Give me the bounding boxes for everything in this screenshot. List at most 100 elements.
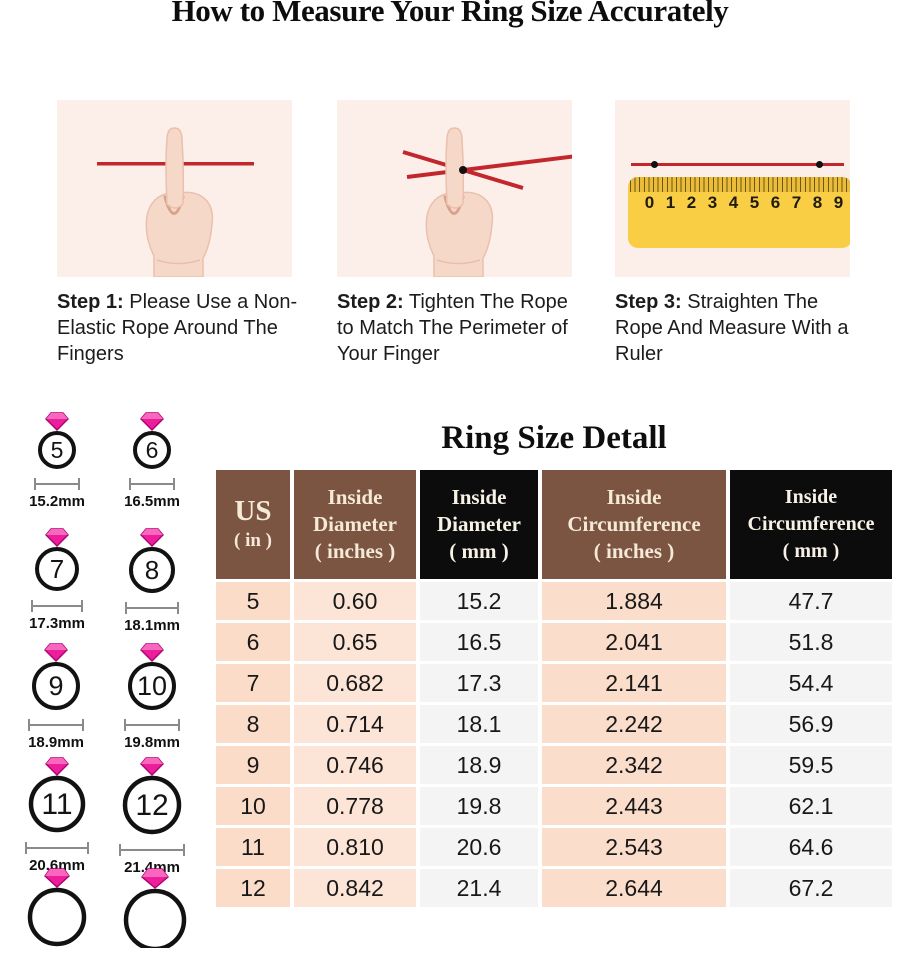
ring-size-table: US ( in ) Inside Diameter ( inches ) Ins…	[216, 470, 892, 910]
ruler-ticks	[630, 177, 850, 192]
table-cell: 0.60	[294, 582, 416, 620]
table-title: Ring Size Detall	[441, 420, 667, 456]
ruler-numbers: 0 1 2 3 4 5 6 7 8 9	[628, 192, 850, 213]
step-1-caption: Step 1: Please Use a Non-Elastic Rope Ar…	[57, 289, 307, 367]
ring-diameter-line	[28, 719, 84, 731]
ring-size-number: 8	[145, 555, 159, 585]
table-cell: 18.1	[420, 705, 538, 743]
table-cell: 64.6	[730, 828, 892, 866]
table-cell: 0.810	[294, 828, 416, 866]
ring-item-partial	[17, 868, 97, 953]
table-cell: 16.5	[420, 623, 538, 661]
step-1-label: Step 1:	[57, 291, 124, 313]
table-cell: 21.4	[420, 869, 538, 907]
ring-size-number: 6	[146, 437, 159, 463]
header-cell-circumference-inches: Inside Circumference ( inches )	[542, 470, 726, 579]
table-row: 10 0.778 19.8 2.443 62.1	[216, 787, 892, 825]
ring-item-5: 5 15.2mm	[17, 412, 97, 510]
table-cell: 56.9	[730, 705, 892, 743]
table-cell: 2.342	[542, 746, 726, 784]
ring-diameter-line	[119, 844, 185, 856]
header-cell-diameter-mm: Inside Diameter ( mm )	[420, 470, 538, 579]
ring-diameter-line	[31, 600, 83, 612]
step-card-1: Step 1: Please Use a Non-Elastic Rope Ar…	[57, 100, 297, 367]
table-cell: 2.644	[542, 869, 726, 907]
table-cell: 8	[216, 705, 290, 743]
table-cell: 0.714	[294, 705, 416, 743]
table-cell: 2.041	[542, 623, 726, 661]
rope-knot-dot	[459, 166, 467, 174]
ruler-number: 6	[770, 193, 781, 212]
rope-cross-line-icon	[406, 154, 572, 179]
ring-diamond-facet	[46, 413, 68, 419]
header-cell-circumference-mm: Inside Circumference ( mm )	[730, 470, 892, 579]
page-title: How to Measure Your Ring Size Accurately	[171, 0, 729, 28]
table-cell: 12	[216, 869, 290, 907]
ring-circle	[35, 547, 79, 591]
ring-item-6: 6 16.5mm	[112, 412, 192, 510]
table-cell: 11	[216, 828, 290, 866]
ruler-number: 5	[749, 193, 760, 212]
ring-size-number: 7	[50, 554, 64, 584]
ring-circle	[129, 547, 175, 593]
ring-icon: 11	[28, 757, 86, 833]
ring-diamond-facet	[45, 644, 67, 650]
ring-item-10: 10 19.8mm	[112, 643, 192, 751]
table-cell: 15.2	[420, 582, 538, 620]
ring-diamond-facet	[141, 529, 163, 535]
ring-icon: 7	[35, 528, 79, 591]
rope-straight-line-icon	[631, 163, 844, 166]
table-cell: 2.242	[542, 705, 726, 743]
step-3-caption: Step 3: Straighten The Rope And Measure …	[615, 289, 865, 367]
table-row: 5 0.60 15.2 1.884 47.7	[216, 582, 892, 620]
ring-diamond-facet	[46, 529, 68, 535]
table-cell: 0.746	[294, 746, 416, 784]
ring-diameter-label: 20.6mm	[29, 857, 85, 874]
ring-circle	[122, 775, 182, 835]
table-cell: 59.5	[730, 746, 892, 784]
step-2-image	[337, 100, 572, 277]
table-row: 6 0.65 16.5 2.041 51.8	[216, 623, 892, 661]
ring-icon	[27, 868, 87, 947]
table-header-row: US ( in ) Inside Diameter ( inches ) Ins…	[216, 470, 892, 579]
table-cell: 18.9	[420, 746, 538, 784]
ruler-number: 0	[644, 193, 655, 212]
ring-size-number: 11	[41, 788, 72, 821]
ring-circle	[28, 775, 86, 833]
ruler-number: 1	[665, 193, 676, 212]
ruler-number: 3	[707, 193, 718, 212]
ring-diameter-label: 18.1mm	[124, 617, 180, 634]
table-cell: 62.1	[730, 787, 892, 825]
ring-icon: 9	[32, 643, 80, 710]
table-cell: 1.884	[542, 582, 726, 620]
ring-circle	[27, 887, 87, 947]
ruler-number: 4	[728, 193, 739, 212]
ring-diameter-line	[124, 719, 180, 731]
table-cell: 0.682	[294, 664, 416, 702]
step-2-label: Step 2:	[337, 291, 404, 313]
table-cell: 10	[216, 787, 290, 825]
table-cell: 20.6	[420, 828, 538, 866]
header-cell-diameter-inches: Inside Diameter ( inches )	[294, 470, 416, 579]
ring-item-11: 11 20.6mm	[17, 757, 97, 874]
table-cell: 0.842	[294, 869, 416, 907]
rope-end-dot	[651, 161, 658, 168]
ring-diamond-facet	[141, 758, 163, 764]
table-cell: 0.778	[294, 787, 416, 825]
table-row: 7 0.682 17.3 2.141 54.4	[216, 664, 892, 702]
ring-circle	[38, 431, 76, 469]
ring-diamond-facet	[141, 644, 163, 650]
ring-circle	[32, 662, 80, 710]
table-cell: 7	[216, 664, 290, 702]
ring-icon: 10	[128, 643, 176, 710]
table-cell: 2.543	[542, 828, 726, 866]
ring-item-12: 12 21.4mm	[112, 757, 192, 876]
ring-item-9: 9 18.9mm	[16, 643, 96, 751]
ruler-number: 9	[833, 193, 844, 212]
step-card-3: 0 1 2 3 4 5 6 7 8 9 Step 3: Straighten T…	[615, 100, 850, 367]
hand-with-tightened-rope-illustration	[402, 127, 572, 277]
ring-diameter-line	[129, 478, 175, 490]
table-cell: 47.7	[730, 582, 892, 620]
ring-icon: 8	[129, 528, 175, 593]
ring-circle	[128, 662, 176, 710]
